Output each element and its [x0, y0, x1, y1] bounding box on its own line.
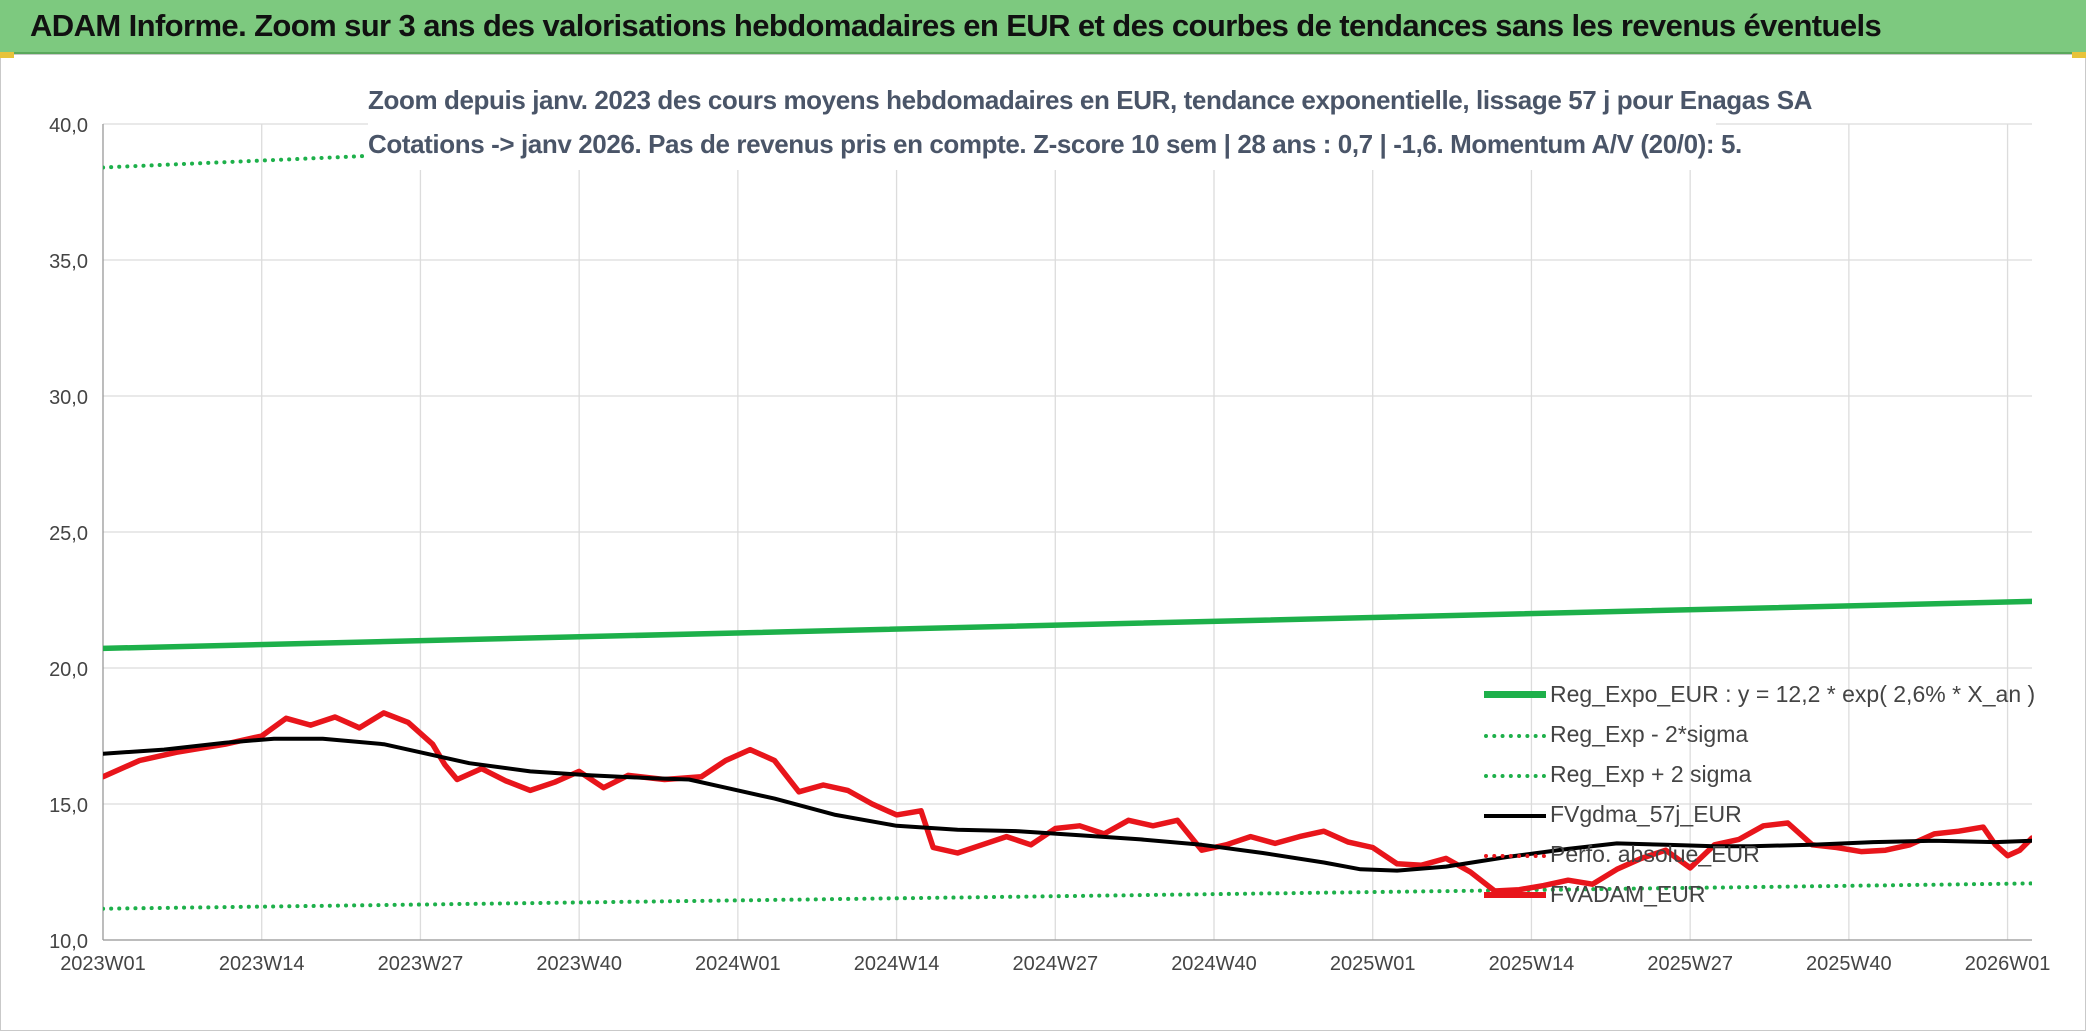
- y-tick-label: 25,0: [49, 523, 88, 545]
- legend-item-fvadam: FVADAM_EUR: [1484, 876, 2024, 916]
- legend-swatch-plus-sigma: [1484, 774, 1546, 778]
- y-tick-label: 10,0: [49, 931, 88, 953]
- report-header: ADAM Informe. Zoom sur 3 ans des valoris…: [0, 0, 2086, 54]
- legend-swatch-reg-expo: [1484, 691, 1546, 698]
- chart-legend: Reg_Expo_EUR : y = 12,2 * exp( 2,6% * X_…: [1484, 676, 2035, 916]
- x-tick-label: 2025W27: [1647, 953, 1733, 975]
- y-tick-label: 40,0: [49, 115, 88, 137]
- legend-item-minus-sigma: Reg_Exp - 2*sigma: [1484, 716, 2024, 756]
- x-tick-label: 2024W01: [695, 953, 781, 975]
- legend-label-reg-expo: Reg_Expo_EUR : y = 12,2 * exp( 2,6% * X_…: [1550, 681, 2036, 707]
- x-tick-label: 2026W01: [1965, 953, 2051, 975]
- chart-subtitle: Cotations -> janv 2026. Pas de revenus p…: [368, 129, 1742, 159]
- legend-label-gdma: FVgdma_57j_EUR: [1550, 801, 1742, 827]
- chart-title: Zoom depuis janv. 2023 des cours moyens …: [368, 85, 1813, 115]
- legend-item-gdma: FVgdma_57j_EUR: [1484, 796, 2024, 836]
- x-tick-label: 2025W01: [1330, 953, 1416, 975]
- x-tick-label: 2025W14: [1489, 953, 1575, 975]
- x-tick-label: 2024W27: [1012, 953, 1098, 975]
- y-tick-label: 35,0: [49, 251, 88, 273]
- series-lines: [103, 124, 2032, 911]
- legend-item-plus-sigma: Reg_Exp + 2 sigma: [1484, 756, 2024, 796]
- y-axis: 10,0 15,0 20,0 25,0 30,0 35,0 40,0: [49, 115, 88, 953]
- x-tick-label: 2023W01: [60, 953, 146, 975]
- legend-swatch-minus-sigma: [1484, 734, 1546, 738]
- x-tick-label: 2024W40: [1171, 953, 1257, 975]
- series-line-5: [103, 710, 2032, 894]
- corner-mark-left: [0, 52, 14, 58]
- x-tick-label: 2023W27: [378, 953, 464, 975]
- report-title: ADAM Informe. Zoom sur 3 ans des valoris…: [30, 8, 1882, 43]
- corner-mark-right: [2072, 52, 2086, 58]
- legend-label-perfo: Perfo. absolue_EUR: [1550, 841, 1760, 867]
- x-tick-label: 2023W40: [536, 953, 622, 975]
- series-line-1: [103, 881, 2032, 911]
- legend-swatch-perfo: [1484, 854, 1546, 858]
- legend-item-perfo: Perfo. absolue_EUR: [1484, 836, 2024, 876]
- y-tick-label: 20,0: [49, 659, 88, 681]
- chart-title-box: Zoom depuis janv. 2023 des cours moyens …: [368, 78, 1813, 170]
- y-tick-label: 15,0: [49, 795, 88, 817]
- y-tick-label: 30,0: [49, 387, 88, 409]
- legend-label-plus-sigma: Reg_Exp + 2 sigma: [1550, 761, 1752, 787]
- legend-swatch-fvadam: [1484, 892, 1546, 898]
- legend-item-reg-expo: Reg_Expo_EUR : y = 12,2 * exp( 2,6% * X_…: [1484, 676, 2035, 716]
- x-axis: 2023W01 2023W14 2023W27 2023W40 2024W01 2024W…: [60, 124, 2050, 975]
- series-line-3: [103, 736, 2032, 873]
- legend-swatch-gdma: [1484, 814, 1546, 818]
- legend-label-fvadam: FVADAM_EUR: [1550, 881, 1706, 907]
- series-line-0: [103, 598, 2032, 652]
- x-tick-label: 2023W14: [219, 953, 305, 975]
- x-tick-label: 2025W40: [1806, 953, 1892, 975]
- legend-label-minus-sigma: Reg_Exp - 2*sigma: [1550, 721, 1749, 747]
- x-tick-label: 2024W14: [854, 953, 940, 975]
